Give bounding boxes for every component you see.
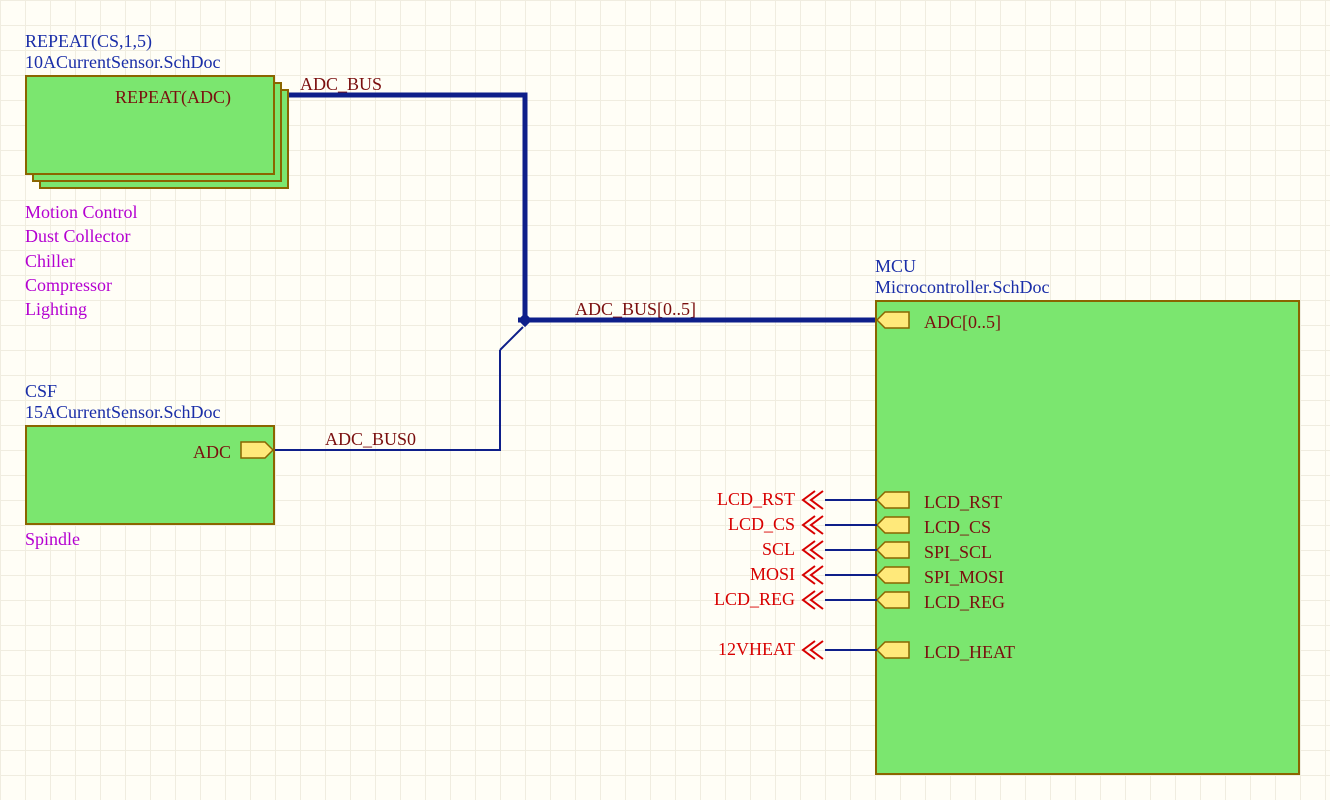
mcu-port-spi-scl: SPI_SCL [924,542,992,563]
sheet-csf-port-label: ADC [193,442,231,463]
net-scl: SCL [762,539,795,560]
sheet-mcu-filename: Microcontroller.SchDoc [875,277,1049,298]
net-lcd-rst: LCD_RST [717,489,795,510]
sheet-mcu-designator: MCU [875,256,916,277]
sheet-mcu[interactable]: ADC[0..5] LCD_RST LCD_CS SPI_SCL SPI_MOS… [875,300,1300,775]
sheet-cs-designator: REPEAT(CS,1,5) [25,31,152,52]
sheet-csf-designator: CSF [25,381,57,402]
sheet-cs-port-label: REPEAT(ADC) [115,87,231,108]
bus-label-adc-bus05: ADC_BUS[0..5] [575,299,696,320]
mcu-port-lcd-rst: LCD_RST [924,492,1002,513]
sheet-cs-notes: Motion Control Dust Collector Chiller Co… [25,200,138,321]
sheet-cs[interactable]: REPEAT(ADC) [25,75,275,175]
sheet-csf[interactable]: ADC [25,425,275,525]
net-lcd-reg: LCD_REG [714,589,795,610]
net-lcd-cs: LCD_CS [728,514,795,535]
bus-label-adc-bus0: ADC_BUS0 [325,429,416,450]
net-12vheat: 12VHEAT [718,639,795,660]
sheet-csf-notes: Spindle [25,527,80,551]
net-mosi: MOSI [750,564,795,585]
mcu-port-lcd-cs: LCD_CS [924,517,991,538]
sheet-cs-filename: 10ACurrentSensor.SchDoc [25,52,220,73]
mcu-port-spi-mosi: SPI_MOSI [924,567,1004,588]
mcu-port-lcd-heat: LCD_HEAT [924,642,1015,663]
mcu-port-lcd-reg: LCD_REG [924,592,1005,613]
sheet-csf-filename: 15ACurrentSensor.SchDoc [25,402,220,423]
mcu-port-adc: ADC[0..5] [924,312,1001,333]
bus-label-adc-bus: ADC_BUS [300,74,382,95]
